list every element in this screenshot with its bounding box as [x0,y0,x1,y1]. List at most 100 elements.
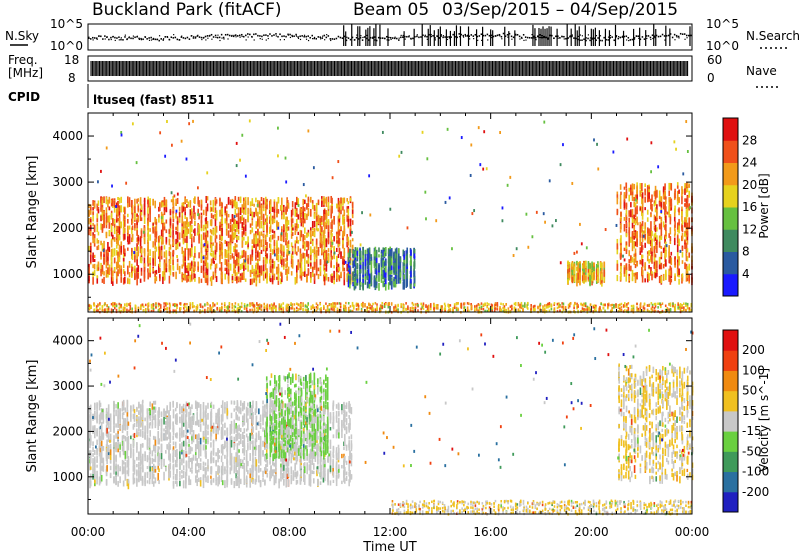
data-point [230,264,232,271]
data-point [94,225,96,233]
data-point [250,230,252,234]
data-point [114,219,116,224]
data-point [635,253,637,256]
data-point [352,220,354,225]
data-point [132,234,134,240]
data-point [270,253,272,260]
data-point [236,213,238,217]
nsky-point [581,39,583,41]
nsky-point [642,36,644,38]
data-point [362,279,364,283]
data-point [310,263,312,267]
data-point [238,276,240,281]
nsky-point [652,34,654,36]
data-point [670,236,672,241]
data-point [92,212,94,215]
data-point [236,244,238,247]
data-point [632,257,634,262]
data-point [207,252,209,260]
data-point [131,273,133,278]
data-point [141,212,143,215]
data-point [636,210,638,214]
data-point [651,239,653,247]
nsearch-point [523,40,524,41]
data-point [681,196,683,204]
nave-tick-top: 60 [707,53,722,67]
data-point [216,242,218,248]
data-point [259,257,261,261]
data-point [347,241,349,246]
nsearch-point [308,40,309,41]
data-point [628,211,630,214]
data-point [213,228,215,235]
data-point [632,183,634,191]
data-point [263,274,265,281]
data-point [369,253,371,259]
data-point [102,207,104,212]
data-point [632,273,634,281]
data-point [137,265,139,270]
nsky-point [150,37,152,39]
data-point [628,276,630,281]
data-point [617,198,619,205]
data-point [175,246,177,250]
data-point [371,257,373,261]
nsearch-point [346,37,347,38]
data-point [665,271,667,275]
nsky-point [277,36,279,38]
nsky-point [324,35,326,37]
data-point [647,233,649,239]
data-point [314,274,316,281]
data-point [688,252,690,257]
data-point [403,279,405,286]
nsearch-point [284,39,285,40]
nsky-point [348,37,350,39]
nsky-point [412,38,414,40]
nsky-point [418,37,420,39]
nsky-point [122,39,124,41]
data-point [628,250,630,256]
nsky-point [279,33,281,35]
data-point [296,237,298,241]
data-point [245,197,247,201]
data-point [681,211,683,216]
data-point [211,276,213,281]
data-point [674,229,676,235]
nsky-point [245,35,247,37]
data-point [124,234,126,240]
data-point [362,283,364,290]
data-point [147,256,149,263]
data-point [203,271,205,278]
data-point [170,252,172,259]
nsky-point [104,35,106,37]
data-point [197,266,199,270]
nsearch-point [501,38,502,39]
data-point [207,278,209,285]
data-point [585,269,587,273]
data-point [162,277,164,284]
data-point [388,272,390,280]
data-point [682,225,684,232]
data-point [211,236,213,242]
data-point [659,216,661,219]
data-point [378,263,380,271]
data-point [648,259,650,264]
nsearch-point [535,39,536,40]
data-point [103,241,105,249]
data-point [278,267,280,272]
data-point [626,210,628,216]
data-point [238,266,240,271]
nsky-point [332,38,334,40]
data-point [314,214,316,219]
data-point [312,272,314,276]
data-point [124,253,126,256]
data-point [238,213,240,220]
data-point [642,221,644,227]
data-point [141,257,143,263]
data-point [626,241,628,245]
data-point [687,183,689,188]
data-point [98,200,100,205]
nsearch-point [254,39,255,40]
data-point [132,213,134,219]
data-point [626,263,628,270]
